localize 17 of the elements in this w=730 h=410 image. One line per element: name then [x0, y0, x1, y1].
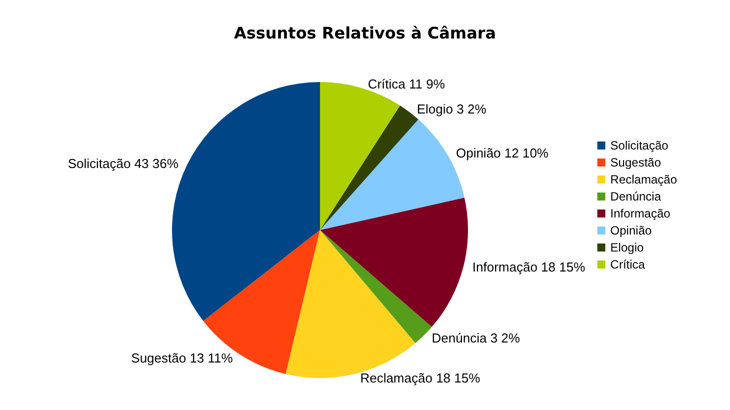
chart-title: Assuntos Relativos à Câmara — [234, 24, 496, 42]
legend-label: Crítica — [610, 258, 646, 272]
legend-label: Informação — [610, 206, 671, 220]
legend-label: Opinião — [610, 224, 652, 238]
category-label: Elogio 3 2% — [416, 101, 486, 116]
category-label: Denúncia 3 2% — [432, 330, 520, 346]
legend-label: Reclamação — [610, 172, 678, 186]
category-label: Informação 18 15% — [472, 260, 586, 275]
category-label: Reclamação 18 15% — [360, 370, 480, 386]
category-label: Sugestão 13 11% — [131, 350, 233, 366]
category-label: Crítica 11 9% — [368, 76, 445, 92]
category-label: Solicitação 43 36% — [68, 156, 178, 171]
legend-label: Denúncia — [610, 190, 662, 204]
legend-label: Elogio — [610, 240, 644, 254]
legend-label: Solicitação — [610, 138, 669, 152]
legend-label: Sugestão — [610, 156, 662, 170]
category-label: Opinião 12 10% — [456, 145, 548, 160]
